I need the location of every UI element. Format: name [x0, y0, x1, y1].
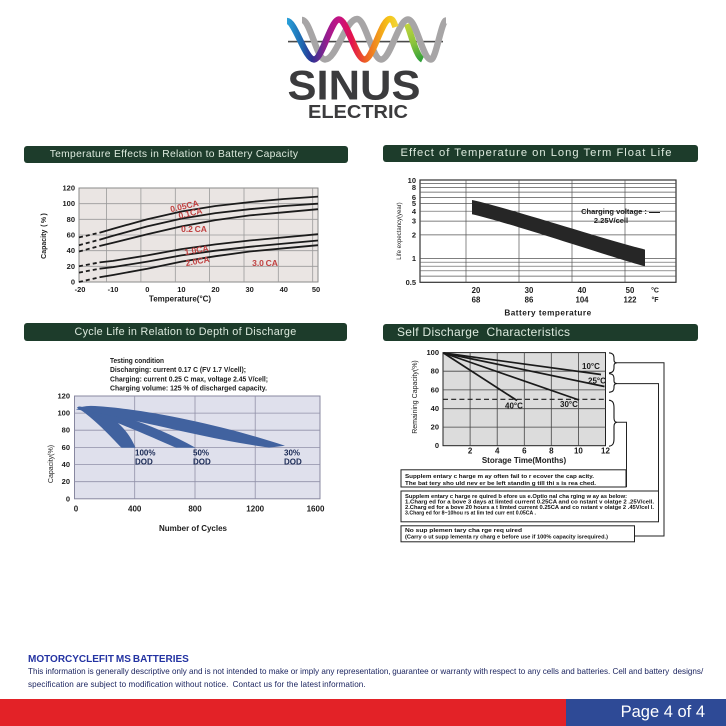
svg-text:40: 40	[431, 404, 439, 413]
svg-text:1200: 1200	[246, 505, 264, 514]
svg-text:40: 40	[578, 286, 587, 295]
svg-text:30: 30	[525, 286, 534, 295]
svg-text:Testing condition: Testing condition	[110, 356, 164, 365]
svg-text:Charging volume: 125 % of: Charging volume: 125 % of discharged cap…	[110, 384, 267, 393]
svg-text:10: 10	[574, 447, 583, 456]
svg-text:120: 120	[62, 184, 75, 193]
svg-text:40: 40	[62, 460, 70, 469]
svg-text:Supplem entary c harge m ay of: Supplem entary c harge m ay often fail t…	[405, 474, 594, 480]
svg-text:10: 10	[408, 176, 416, 185]
svg-text:0: 0	[74, 505, 79, 514]
svg-text:4: 4	[412, 207, 417, 216]
svg-text:3.0 CA: 3.0 CA	[252, 258, 278, 268]
svg-text:100: 100	[62, 199, 75, 208]
svg-text:6: 6	[412, 193, 416, 202]
svg-text:60: 60	[62, 443, 70, 452]
svg-text:The bat tery sho uld nev er be: The bat tery sho uld nev er be left stan…	[405, 481, 596, 487]
svg-text:80: 80	[431, 367, 439, 376]
svg-text:-20: -20	[75, 285, 86, 294]
svg-text:30°C: 30°C	[560, 400, 578, 409]
svg-text:86: 86	[525, 296, 534, 305]
svg-text:60: 60	[431, 385, 439, 394]
svg-text:DOD: DOD	[193, 458, 211, 467]
svg-text:Charging voltage :: Charging voltage :	[581, 207, 647, 216]
svg-text:No sup plemen tary cha rge req: No sup plemen tary cha rge req uired	[405, 528, 523, 534]
svg-text:1.Charg ed for a bove 3 days a: 1.Charg ed for a bove 3 days at limted c…	[405, 499, 654, 505]
svg-text:Battery temperature: Battery temperature	[504, 309, 591, 318]
svg-text:20: 20	[472, 286, 481, 295]
svg-text:°C: °C	[651, 287, 659, 295]
svg-text:400: 400	[128, 505, 142, 514]
svg-text:SINUS: SINUS	[288, 62, 421, 109]
svg-text:40: 40	[280, 285, 288, 294]
svg-text:40: 40	[67, 246, 75, 255]
svg-text:30%: 30%	[284, 449, 300, 458]
svg-text:8: 8	[412, 183, 416, 192]
svg-text:50: 50	[312, 285, 320, 294]
svg-text:Capacity(%): Capacity(%)	[48, 445, 55, 483]
svg-text:Discharging: current 0.17 C: Discharging: current 0.17 C (FV 1.7 V/ce…	[110, 365, 246, 374]
svg-text:°F: °F	[651, 296, 659, 304]
svg-text:0.5: 0.5	[406, 278, 416, 287]
svg-text:0: 0	[71, 278, 75, 287]
svg-text:Number of Cycles: Number of Cycles	[159, 524, 228, 533]
svg-text:DOD: DOD	[284, 458, 302, 467]
svg-text:20: 20	[62, 477, 70, 486]
svg-text:10°C: 10°C	[582, 362, 600, 371]
svg-text:100: 100	[57, 409, 70, 418]
svg-text:Remaining Capacity(%): Remaining Capacity(%)	[412, 360, 419, 434]
svg-text:40°C: 40°C	[505, 402, 523, 411]
svg-text:2.Charg ed for a bove 20 hours: 2.Charg ed for a bove 20 hours a t limte…	[405, 505, 654, 511]
svg-text:6: 6	[522, 447, 527, 456]
svg-text:80: 80	[62, 426, 70, 435]
svg-text:3: 3	[412, 217, 416, 226]
svg-text:60: 60	[67, 231, 75, 240]
svg-text:30: 30	[246, 285, 254, 294]
svg-text:2: 2	[412, 231, 416, 240]
svg-text:Storage Time(Months): Storage Time(Months)	[482, 456, 567, 465]
svg-text:80: 80	[67, 215, 75, 224]
svg-text:10: 10	[177, 285, 185, 294]
svg-text:-10: -10	[108, 285, 119, 294]
svg-text:2.0CA: 2.0CA	[185, 254, 210, 268]
svg-text:1600: 1600	[307, 505, 325, 514]
svg-text:12: 12	[601, 447, 610, 456]
svg-text:20: 20	[431, 423, 439, 432]
svg-text:20: 20	[67, 262, 75, 271]
svg-text:20: 20	[211, 285, 219, 294]
svg-text:3.Charg ed for 8~10hou rs at l: 3.Charg ed for 8~10hou rs at lim ted cur…	[405, 511, 536, 517]
svg-text:5: 5	[412, 199, 416, 208]
svg-text:Capacity ( % ): Capacity ( % )	[41, 213, 48, 259]
svg-text:Charging: current 0.25 C max: Charging: current 0.25 C max, voltage 2.…	[110, 374, 268, 383]
svg-text:Supplem entary c harge re quir: Supplem entary c harge re quired b efore…	[405, 494, 627, 500]
svg-text:50%: 50%	[193, 449, 209, 458]
svg-text:2.25V/cell: 2.25V/cell	[594, 216, 628, 225]
svg-text:25°C: 25°C	[588, 377, 606, 386]
svg-text:2: 2	[468, 447, 473, 456]
svg-text:0: 0	[66, 494, 70, 503]
svg-text:Temperature(°C): Temperature(°C)	[149, 295, 212, 304]
svg-text:1.0CA: 1.0CA	[184, 243, 209, 257]
svg-text:0: 0	[435, 441, 439, 450]
svg-text:1: 1	[412, 254, 416, 263]
svg-text:0.2 CA: 0.2 CA	[181, 224, 207, 234]
svg-text:4: 4	[495, 447, 500, 456]
svg-text:0: 0	[145, 285, 149, 294]
svg-text:104: 104	[575, 296, 589, 305]
svg-text:100%: 100%	[135, 449, 155, 458]
svg-text:120: 120	[57, 392, 70, 401]
svg-text:8: 8	[549, 447, 554, 456]
svg-text:100: 100	[426, 348, 439, 357]
svg-text:(Carry o ut supp lementa ry ch: (Carry o ut supp lementa ry charg e befo…	[405, 535, 608, 541]
svg-text:122: 122	[623, 296, 637, 305]
svg-text:50: 50	[626, 286, 635, 295]
svg-text:68: 68	[472, 296, 481, 305]
svg-text:DOD: DOD	[135, 458, 153, 467]
svg-text:Life expectancy(year): Life expectancy(year)	[397, 202, 403, 259]
svg-text:ELECTRIC: ELECTRIC	[308, 101, 408, 122]
svg-text:800: 800	[188, 505, 202, 514]
